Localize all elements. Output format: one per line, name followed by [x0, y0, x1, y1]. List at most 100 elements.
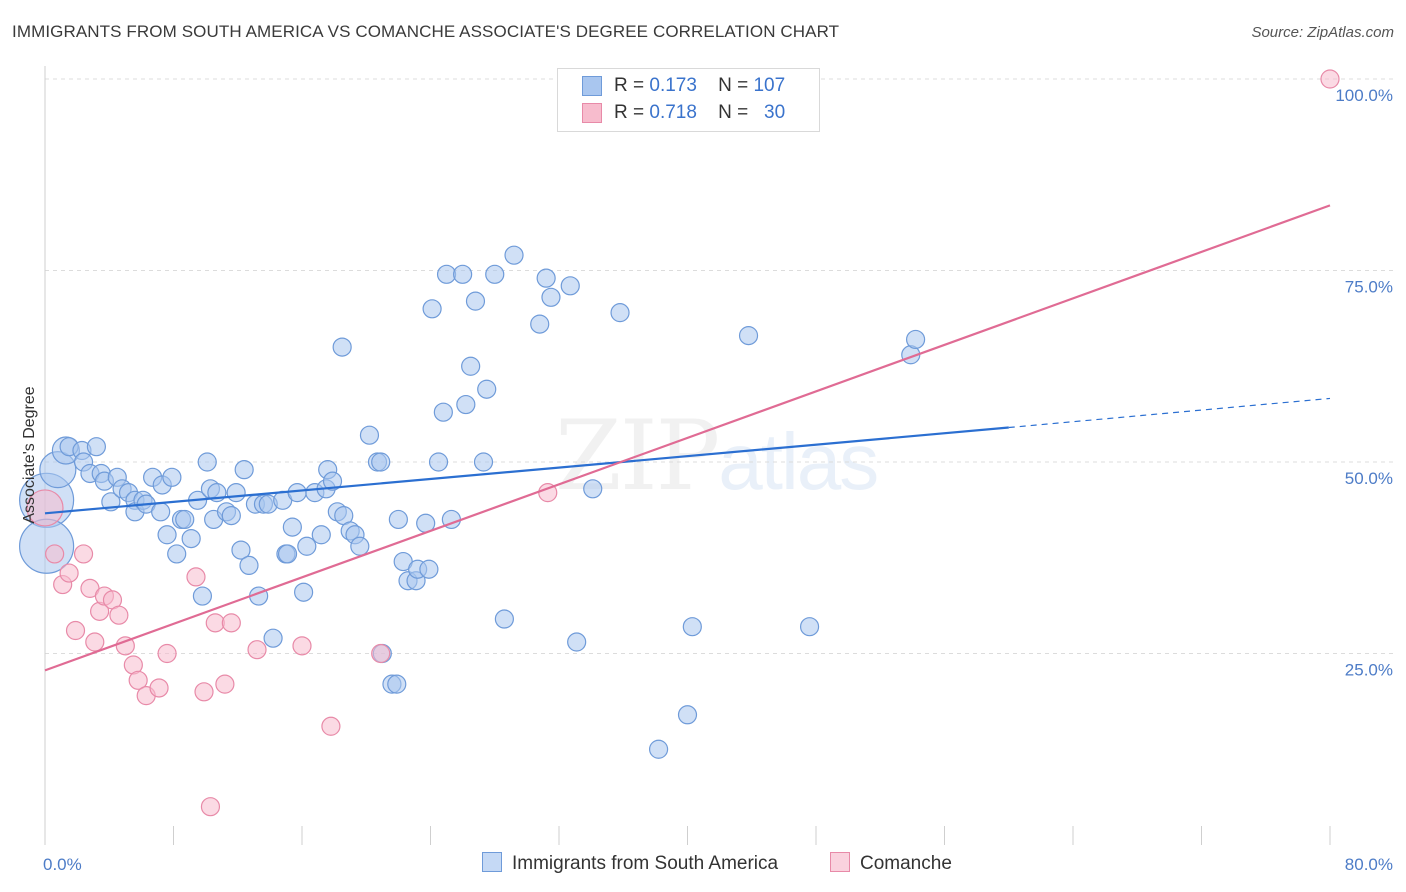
point-immigrants: [322, 471, 343, 491]
trend-line-comanche: [44, 204, 1331, 672]
point-comanche: [215, 674, 235, 694]
point-comanche: [85, 632, 105, 652]
bottom-legend-comanche: Comanche: [830, 852, 952, 875]
legend-n-value: 107: [753, 75, 786, 96]
point-immigrants: [905, 329, 926, 350]
data-points: [19, 69, 1340, 817]
point-comanche: [186, 567, 206, 587]
legend-swatch-blue: [582, 75, 602, 96]
point-immigrants: [282, 517, 302, 537]
point-immigrants: [648, 739, 669, 759]
point-comanche: [149, 678, 169, 698]
point-immigrants: [419, 559, 439, 579]
chart-title: IMMIGRANTS FROM SOUTH AMERICA VS COMANCH…: [12, 22, 840, 41]
point-comanche: [128, 670, 148, 690]
legend-n-label: N =: [718, 75, 749, 96]
tick-labels: 25.0% 50.0% 75.0% 100.0% 0.0% 80.0%: [43, 86, 1393, 874]
point-immigrants: [485, 264, 505, 284]
point-immigrants: [263, 628, 283, 648]
legend-n-label: N =: [718, 102, 749, 123]
point-immigrants: [583, 479, 603, 499]
point-immigrants: [197, 452, 217, 472]
point-comanche: [221, 613, 241, 633]
point-comanche: [194, 682, 214, 702]
point-immigrants: [536, 268, 556, 288]
point-immigrants: [677, 705, 698, 725]
point-immigrants: [541, 287, 561, 307]
legend-row-comanche: R = 0.718 N = 30: [582, 102, 785, 126]
point-comanche: [1320, 69, 1340, 89]
point-immigrants: [226, 483, 246, 503]
point-comanche: [292, 636, 312, 656]
legend-n-value: 30: [764, 102, 786, 123]
point-immigrants: [560, 276, 580, 296]
point-immigrants: [157, 525, 177, 545]
point-comanche: [115, 636, 135, 656]
point-immigrants: [192, 586, 213, 606]
point-immigrants: [86, 437, 107, 457]
point-immigrants: [436, 264, 457, 284]
legend-row-immigrants: R = 0.173 N = 107: [582, 75, 785, 99]
point-immigrants: [371, 452, 391, 472]
y-tick-label: 25.0%: [1345, 661, 1393, 680]
point-immigrants: [175, 509, 195, 530]
point-immigrants: [294, 582, 314, 602]
bottom-legend-immigrants: Immigrants from South America: [482, 852, 778, 875]
legend-r-label: R =: [614, 102, 645, 123]
point-immigrants: [332, 337, 352, 357]
point-comanche: [26, 489, 64, 527]
point-immigrants: [530, 314, 550, 334]
x-tick-label-min: 0.0%: [43, 855, 82, 874]
bottom-legend-swatch-pink: [830, 852, 850, 872]
point-immigrants: [181, 528, 201, 549]
point-immigrants: [388, 509, 408, 530]
watermark: ZIPatlas: [555, 400, 879, 512]
point-immigrants: [234, 460, 254, 480]
point-immigrants: [277, 544, 298, 564]
point-comanche: [371, 643, 391, 664]
point-immigrants: [297, 536, 317, 556]
axes: [44, 66, 1331, 845]
point-immigrants: [738, 326, 759, 346]
chart-source: Source: ZipAtlas.com: [1251, 24, 1394, 41]
legend: R = 0.173 N = 107 R = 0.718 N = 30: [557, 68, 820, 132]
y-axis-label: Associate's Degree: [21, 386, 38, 523]
point-immigrants: [422, 299, 442, 319]
y-tick-label: 75.0%: [1345, 278, 1393, 297]
point-immigrants: [387, 674, 407, 694]
point-comanche: [247, 640, 267, 660]
bottom-legend-label-comanche: Comanche: [860, 853, 952, 874]
point-immigrants: [231, 540, 251, 560]
point-comanche: [45, 544, 65, 564]
y-tick-label: 100.0%: [1335, 86, 1393, 105]
point-comanche: [73, 544, 94, 564]
point-immigrants: [567, 632, 587, 652]
point-comanche: [157, 643, 177, 664]
point-immigrants: [287, 483, 307, 503]
point-immigrants: [162, 467, 182, 487]
legend-r-value: 0.173: [649, 75, 697, 96]
point-immigrants: [610, 303, 630, 323]
point-immigrants: [239, 555, 259, 576]
point-comanche: [59, 563, 79, 583]
point-immigrants: [494, 609, 514, 629]
point-immigrants: [453, 264, 473, 284]
point-immigrants: [456, 394, 476, 415]
point-immigrants: [799, 617, 820, 637]
point-immigrants: [350, 536, 370, 556]
y-tick-label: 50.0%: [1345, 469, 1393, 488]
point-comanche: [205, 613, 225, 633]
point-immigrants: [682, 617, 702, 637]
bottom-legend-swatch-blue: [482, 852, 502, 872]
trend-lines: [44, 204, 1331, 672]
legend-r-value: 0.718: [649, 102, 697, 123]
point-immigrants: [428, 452, 449, 472]
x-tick-label-max: 80.0%: [1345, 855, 1393, 874]
bottom-legend-label-immigrants: Immigrants from South America: [512, 853, 779, 874]
point-immigrants: [504, 245, 524, 265]
point-comanche: [200, 797, 221, 817]
point-immigrants: [433, 402, 453, 422]
point-immigrants: [477, 379, 497, 399]
point-immigrants: [465, 291, 486, 311]
